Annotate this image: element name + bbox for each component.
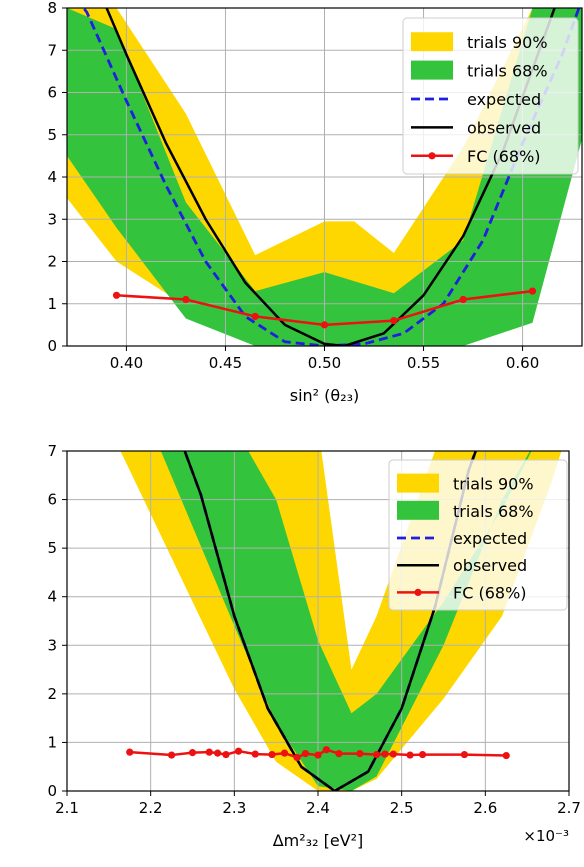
y-tick-label: 7 — [47, 41, 57, 59]
x-tick-label: 2.3 — [222, 799, 246, 817]
legend: trials 90% trials 68% expected observed FC (… — [388, 459, 568, 611]
legend-label: FC (68%) — [467, 147, 541, 166]
chart-1: 0.40 0.45 0.50 0.55 0.60 0 1 2 3 4 5 6 7 8 sin² (θ₂₃) t… — [47, 0, 583, 405]
y-tick-label: 1 — [47, 733, 57, 751]
legend-label: expected — [467, 90, 541, 109]
y-tick-label: 2 — [47, 253, 57, 271]
fc-point — [528, 287, 537, 295]
fc-point — [335, 750, 343, 758]
legend-box — [388, 459, 568, 611]
legend-swatch-68 — [397, 500, 439, 520]
fc-point — [406, 751, 414, 759]
legend-swatch-fc-point — [414, 588, 422, 597]
x-tick-label: 0.40 — [110, 354, 143, 372]
fc-point — [182, 295, 190, 304]
x-tick-label: 2.7 — [557, 799, 581, 817]
y-tick-label: 6 — [47, 491, 57, 509]
legend-label: trials 68% — [453, 502, 534, 521]
y-tick-label: 0 — [47, 782, 57, 800]
x-axis-label: Δm²₃₂ [eV²] — [273, 831, 364, 850]
y-tick-label: 2 — [47, 685, 57, 703]
fc-point — [268, 750, 276, 759]
fc-point — [502, 751, 510, 760]
x-tick-label: 2.1 — [55, 799, 79, 817]
x-tick-label: 2.4 — [306, 799, 330, 817]
y-tick-label: 5 — [47, 126, 57, 144]
band-68 — [160, 451, 532, 791]
legend-label: trials 68% — [467, 62, 548, 81]
fc-point — [205, 748, 213, 756]
legend-label: trials 90% — [453, 475, 534, 494]
legend-box — [402, 17, 579, 175]
legend: trials 90% trials 68% expected observed FC (… — [402, 17, 579, 175]
chart-2: 2.1 2.2 2.3 2.4 2.5 2.6 2.7 0 1 2 3 4 5 6 7 Δm²₃₂ [eV²]… — [47, 442, 581, 850]
fc-point — [251, 750, 259, 758]
fc-point — [322, 746, 330, 754]
y-tick-label: 0 — [47, 337, 57, 355]
fc-point — [418, 750, 427, 759]
x-tick-label: 0.45 — [209, 354, 242, 372]
y-tick-label: 6 — [47, 84, 57, 102]
fc-point — [280, 749, 289, 757]
fc-point — [293, 753, 301, 762]
fc-point — [381, 750, 389, 758]
series-observed-line — [104, 8, 556, 346]
y-tick-label: 8 — [47, 0, 57, 17]
fc-point — [251, 312, 259, 321]
y-tick-label: 3 — [47, 210, 57, 228]
fc-point — [460, 750, 469, 759]
legend-label: expected — [453, 529, 527, 548]
x-tick-label: 0.55 — [407, 354, 440, 372]
y-tick-label: 4 — [47, 588, 57, 606]
legend-label: observed — [467, 118, 541, 137]
legend-swatch-90 — [411, 32, 453, 52]
y-tick-label: 3 — [47, 636, 57, 654]
fc-point — [320, 321, 329, 329]
legend-swatch-68 — [411, 60, 453, 80]
legend-label: FC (68%) — [453, 583, 527, 602]
x-tick-label: 0.50 — [308, 354, 341, 372]
fc-point — [389, 750, 397, 758]
fc-point — [356, 750, 364, 758]
fc-point — [372, 750, 381, 759]
fc-point — [126, 748, 134, 756]
legend-swatch-90 — [397, 473, 439, 493]
fc-point — [301, 750, 310, 758]
fc-point — [214, 749, 222, 757]
fc-point — [167, 751, 176, 759]
legend-swatch-fc-point — [428, 152, 436, 160]
fc-point — [112, 291, 121, 299]
x-tick-label: 2.2 — [139, 799, 163, 817]
x-tick-label: 2.5 — [390, 799, 414, 817]
fc-point — [222, 750, 230, 759]
y-tick-label: 1 — [47, 295, 57, 313]
x-offset-label: ×10⁻³ — [523, 827, 569, 845]
legend-label: trials 90% — [467, 33, 548, 52]
y-tick-label: 5 — [47, 539, 57, 557]
fc-point — [188, 749, 197, 757]
x-tick-label: 0.60 — [506, 354, 539, 372]
fc-point — [314, 751, 322, 759]
x-axis-label: sin² (θ₂₃) — [290, 386, 360, 405]
fc-point — [234, 747, 243, 755]
y-tick-label: 4 — [47, 168, 57, 186]
series-expected-line — [81, 8, 581, 346]
fc-point — [459, 295, 467, 304]
x-tick-label: 2.6 — [473, 799, 497, 817]
legend-label: observed — [453, 556, 527, 575]
fc-point — [390, 317, 398, 325]
y-tick-label: 7 — [47, 442, 57, 460]
